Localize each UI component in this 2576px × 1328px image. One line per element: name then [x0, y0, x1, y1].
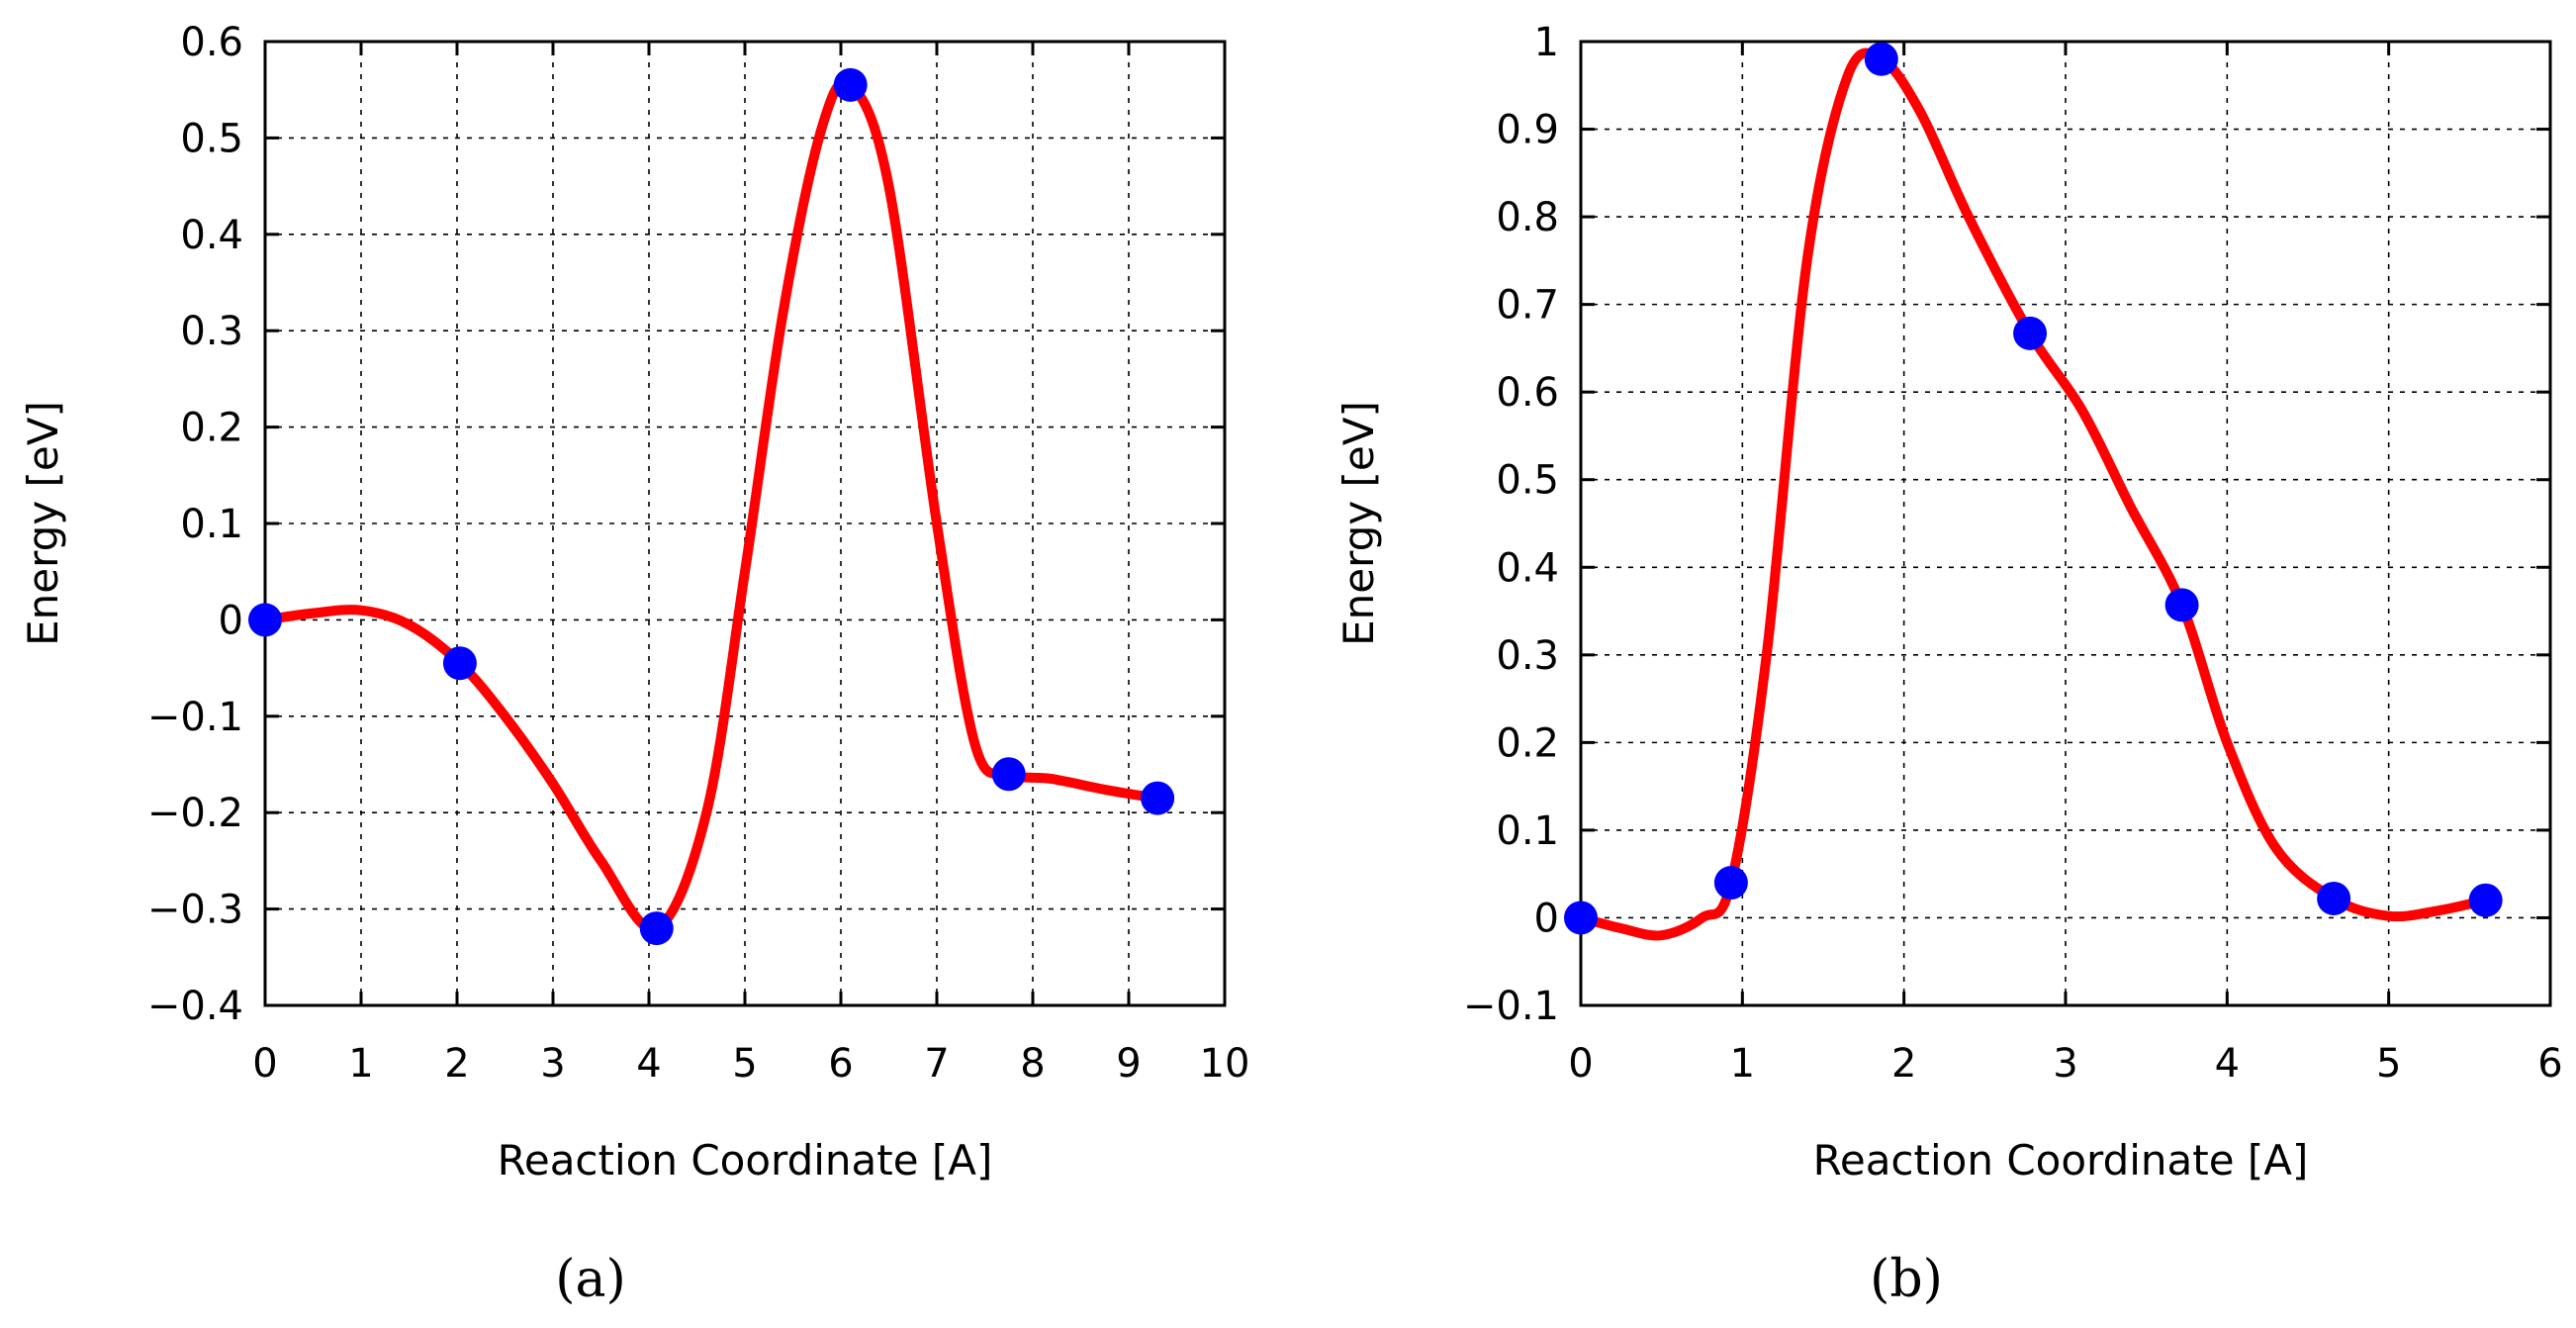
panel-a-energy-curve: [260, 77, 1163, 934]
panel-b-x-tick-label: 2: [1891, 1041, 1916, 1087]
panel-b-y-tick-label: −0.1: [1463, 984, 1559, 1029]
panel-b-x-tick-label: 5: [2376, 1041, 2401, 1087]
panel-b-data-point: [2468, 883, 2503, 917]
panel-b-y-tick-labels: −0.1 0 0.1 0.2 0.3 0.4 0.5 0.6 0.7 0.8 0.9 1: [1463, 20, 1559, 1029]
panel-b-data-point: [2317, 881, 2351, 915]
panel-b-ticks: [1579, 40, 2552, 1007]
panel-b-x-axis-label: Reaction Coordinate [A]: [1813, 1136, 2309, 1185]
panel-a-y-tick-label: −0.2: [147, 791, 243, 836]
panel-b-grid: [1581, 42, 2550, 1005]
panel-a-x-tick-label: 8: [1020, 1041, 1045, 1087]
panel-a-x-tick-label: 4: [636, 1041, 661, 1087]
panel-b-data-point: [1713, 866, 1748, 901]
panel-b-y-tick-label: 0.5: [1496, 458, 1559, 504]
panel-a-x-tick-label: 0: [252, 1041, 277, 1087]
panel-b-data-point: [2164, 588, 2199, 622]
panel-b-energy-curve: [1576, 47, 2491, 941]
panel-a-data-point: [248, 603, 282, 637]
panel-b-y-axis-label: Energy [eV]: [1334, 401, 1383, 646]
panel-a-data-point: [833, 67, 868, 102]
panel-b-x-tick-label: 0: [1568, 1041, 1593, 1087]
panel-a-x-tick-label: 2: [444, 1041, 469, 1087]
panel-a-x-tick-labels: 0 1 2 3 4 5 6 7 8 9 10: [252, 1041, 1249, 1087]
panel-a-data-point: [442, 646, 477, 681]
panel-b-x-tick-label: 6: [2537, 1041, 2562, 1087]
panel-a-data-point: [639, 911, 674, 946]
panel-a-y-tick-label: 0.6: [180, 20, 243, 65]
panel-a-y-tick-label: 0: [219, 598, 243, 643]
panel-b-caption: (b): [1870, 1250, 1943, 1309]
panel-a-y-tick-label: 0.4: [180, 213, 243, 258]
panel-a-y-tick-label: −0.1: [147, 695, 243, 740]
panel-b-x-tick-labels: 0 1 2 3 4 5 6: [1568, 1041, 2562, 1087]
panel-b-x-tick-label: 4: [2215, 1041, 2240, 1087]
panel-a-caption: (a): [555, 1250, 626, 1309]
panel-b-data-point: [1564, 901, 1598, 935]
panel-b-y-tick-label: 0.7: [1496, 283, 1559, 329]
panel-b-y-tick-label: 0.2: [1496, 720, 1559, 766]
panel-a-grid: [265, 42, 1225, 1005]
panel-a-series: [248, 67, 1175, 946]
panel-a-x-tick-label: 1: [348, 1041, 373, 1087]
panel-a-data-point: [1141, 781, 1175, 815]
panel-a-x-tick-label: 7: [924, 1041, 949, 1087]
panel-a-x-tick-label: 10: [1200, 1041, 1250, 1087]
panel-b-y-tick-label: 0.3: [1496, 633, 1559, 679]
panel-a-x-tick-label: 5: [732, 1041, 757, 1087]
panel-b-y-tick-label: 1: [1534, 20, 1559, 65]
panel-b-data-point: [2013, 316, 2048, 350]
panel-b-x-tick-label: 3: [2053, 1041, 2077, 1087]
panel-a-y-tick-label: 0.1: [180, 502, 243, 547]
panel-b-y-tick-label: 0.4: [1496, 545, 1559, 591]
panel-b-x-tick-label: 1: [1730, 1041, 1755, 1087]
panel-a-y-tick-label: 0.3: [180, 309, 243, 354]
panel-a-y-tick-label: −0.4: [147, 984, 243, 1029]
panel-a-y-tick-label: 0.5: [180, 116, 243, 161]
panel-a-x-tick-label: 9: [1116, 1041, 1141, 1087]
panel-a-data-point: [991, 757, 1026, 792]
panel-a-x-axis-label: Reaction Coordinate [A]: [498, 1136, 993, 1185]
panel-a: 0 1 2 3 4 5 6 7 8 9 10 −0.4 −0.3 −0.2 −0.1 0 0.1 0.2 0.3 0…: [19, 20, 1249, 1309]
panel-b-y-tick-label: 0.1: [1496, 808, 1559, 854]
panel-a-x-tick-label: 6: [828, 1041, 853, 1087]
panel-b-y-tick-label: 0.9: [1496, 108, 1559, 153]
panel-a-y-tick-label: 0.2: [180, 406, 243, 451]
panel-b-y-tick-label: 0: [1534, 896, 1559, 941]
panel-b-y-tick-label: 0.8: [1496, 195, 1559, 240]
panel-a-x-tick-label: 3: [540, 1041, 565, 1087]
panel-a-y-tick-label: −0.3: [147, 888, 243, 933]
panel-a-y-axis-label: Energy [eV]: [19, 401, 67, 646]
panel-a-y-tick-labels: −0.4 −0.3 −0.2 −0.1 0 0.1 0.2 0.3 0.4 0.5 0.6: [147, 20, 243, 1029]
panel-b-series: [1564, 42, 2503, 941]
panel-b-y-tick-label: 0.6: [1496, 370, 1559, 416]
panel-b-data-point: [1864, 42, 1898, 76]
